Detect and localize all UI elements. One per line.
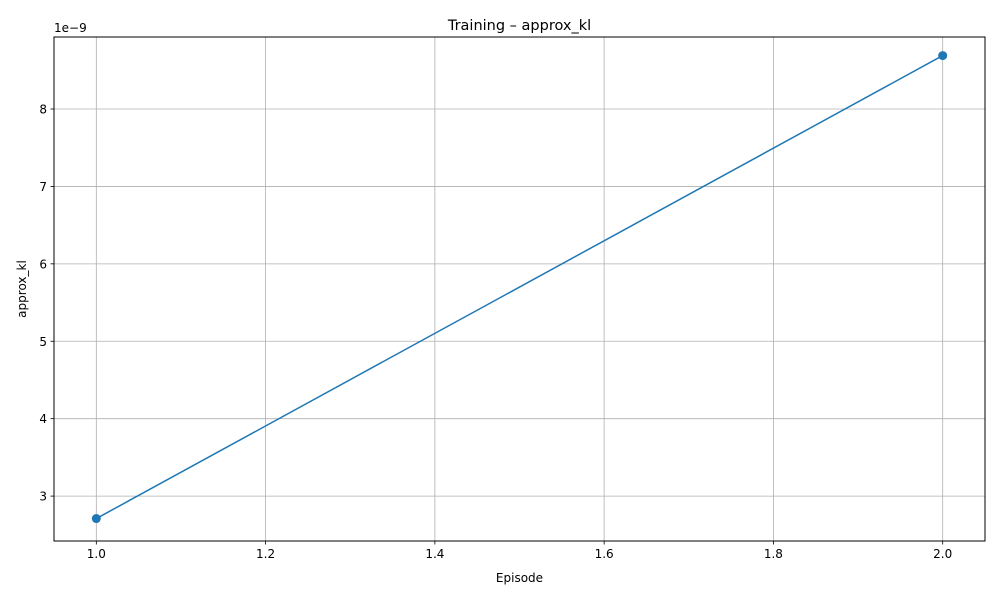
x-axis-label: Episode [496, 571, 543, 585]
y-axis-offset-label: 1e−9 [54, 21, 87, 35]
x-tick-label: 1.6 [595, 547, 614, 561]
x-axis-ticks: 1.0 1.2 1.4 1.6 1.8 2.0 [87, 541, 952, 561]
plot-frame [53, 36, 986, 542]
x-tick-label: 1.0 [87, 547, 106, 561]
y-tick-label: 6 [39, 257, 47, 271]
chart-title: Training – approx_kl [447, 18, 591, 34]
y-tick-label: 4 [39, 412, 47, 426]
y-tick-label: 5 [39, 335, 47, 349]
x-tick-label: 1.4 [425, 547, 444, 561]
y-axis-label: approx_kl [15, 260, 29, 318]
y-tick-label: 3 [39, 490, 47, 504]
x-tick-label: 1.2 [256, 547, 275, 561]
data-point [91, 514, 101, 524]
series-layer [91, 51, 948, 524]
y-tick-label: 8 [39, 103, 47, 117]
data-point [938, 51, 948, 61]
y-axis-ticks: 3 4 5 6 7 8 [39, 103, 54, 504]
x-tick-label: 2.0 [933, 547, 952, 561]
grid-lines [54, 37, 985, 541]
series-line [95, 54, 944, 520]
y-tick-label: 7 [39, 180, 47, 194]
x-tick-label: 1.8 [764, 547, 783, 561]
